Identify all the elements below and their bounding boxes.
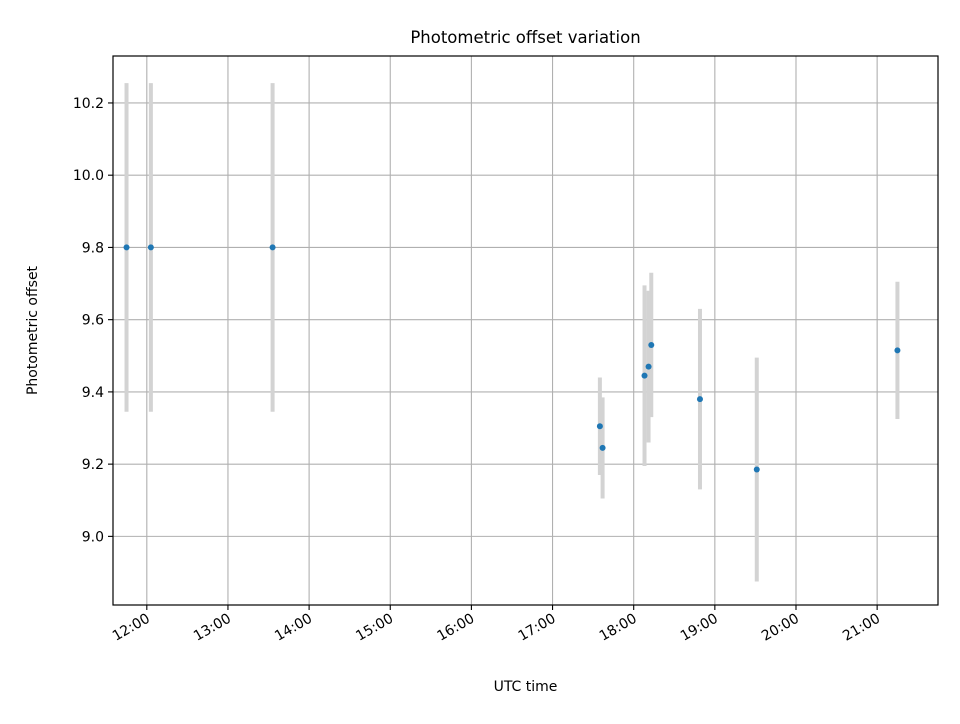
x-tick-label: 16:00 bbox=[434, 611, 477, 645]
x-tick-label: 12:00 bbox=[110, 611, 153, 645]
data-point bbox=[599, 444, 606, 451]
y-tick-label: 9.0 bbox=[82, 529, 104, 545]
data-point bbox=[596, 423, 603, 430]
error-bars bbox=[124, 83, 900, 582]
data-point bbox=[894, 347, 901, 354]
y-tick-label: 9.8 bbox=[82, 240, 104, 256]
x-tick-label: 14:00 bbox=[272, 611, 315, 645]
x-tick-label: 17:00 bbox=[516, 611, 559, 645]
y-tick-label: 9.2 bbox=[82, 457, 104, 473]
data-point bbox=[696, 396, 703, 403]
ticks: 12:00 13:00 14:00 15:00 16:00 17:00 18:00 19:00… bbox=[73, 96, 883, 645]
x-tick-label: 18:00 bbox=[597, 611, 640, 645]
chart-title: Photometric offset variation bbox=[410, 28, 640, 47]
y-tick-label: 9.4 bbox=[82, 385, 104, 401]
data-point bbox=[641, 372, 648, 379]
plot-frame bbox=[112, 55, 939, 606]
x-tick-label: 20:00 bbox=[759, 611, 802, 645]
data-point bbox=[123, 244, 130, 251]
grid bbox=[113, 56, 938, 605]
x-axis-label: UTC time bbox=[494, 679, 558, 695]
x-tick-label: 19:00 bbox=[678, 611, 721, 645]
data-point bbox=[648, 341, 655, 348]
data-point bbox=[753, 466, 760, 473]
data-point bbox=[147, 244, 154, 251]
y-tick-label: 10.0 bbox=[73, 168, 104, 184]
x-tick-label: 13:00 bbox=[191, 611, 234, 645]
y-tick-label: 9.6 bbox=[82, 313, 104, 329]
y-axis-label: Photometric offset bbox=[25, 265, 41, 395]
data-points bbox=[123, 244, 901, 473]
data-point bbox=[645, 363, 652, 370]
y-tick-label: 10.2 bbox=[73, 96, 104, 112]
x-tick-label: 15:00 bbox=[353, 611, 396, 645]
x-tick-label: 21:00 bbox=[840, 611, 883, 645]
data-point bbox=[269, 244, 276, 251]
